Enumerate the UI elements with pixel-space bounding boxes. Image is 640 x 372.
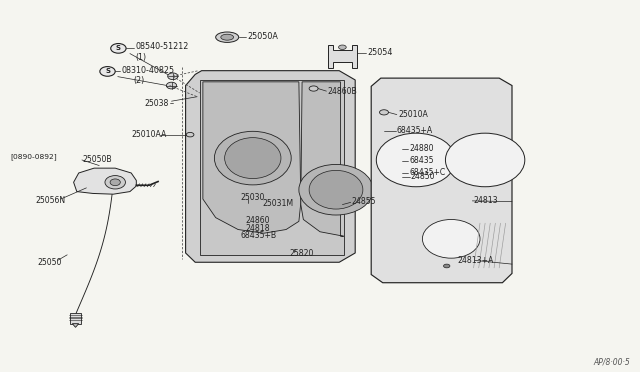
Text: 08310-40825: 08310-40825 xyxy=(122,66,175,75)
Text: S: S xyxy=(105,68,110,74)
Polygon shape xyxy=(203,82,301,233)
Text: 25030: 25030 xyxy=(241,193,265,202)
Text: AP/8·00·5: AP/8·00·5 xyxy=(594,357,630,366)
Ellipse shape xyxy=(380,110,388,115)
Ellipse shape xyxy=(110,179,120,186)
Ellipse shape xyxy=(214,131,291,185)
Ellipse shape xyxy=(100,67,115,76)
Ellipse shape xyxy=(444,264,450,268)
Text: (2): (2) xyxy=(133,76,145,85)
Text: 24860: 24860 xyxy=(245,217,269,225)
Text: 25038: 25038 xyxy=(144,99,168,108)
Text: 24813+A: 24813+A xyxy=(457,256,493,264)
Bar xyxy=(384,174,402,180)
Ellipse shape xyxy=(309,86,318,91)
Text: 68435+C: 68435+C xyxy=(410,168,446,177)
Text: 25050B: 25050B xyxy=(82,155,111,164)
Ellipse shape xyxy=(186,132,194,137)
Bar xyxy=(287,237,302,249)
Text: 08540-51212: 08540-51212 xyxy=(136,42,189,51)
Bar xyxy=(299,82,326,87)
Text: 25820: 25820 xyxy=(289,249,314,258)
Ellipse shape xyxy=(299,164,373,215)
Text: 25050A: 25050A xyxy=(248,32,278,41)
Polygon shape xyxy=(74,168,136,194)
Ellipse shape xyxy=(168,73,178,80)
Text: 25056N: 25056N xyxy=(35,196,65,205)
Text: [0890-0892]: [0890-0892] xyxy=(10,154,57,160)
Bar xyxy=(384,170,402,176)
Text: S: S xyxy=(116,45,121,51)
Polygon shape xyxy=(72,324,79,327)
Text: 25010A: 25010A xyxy=(398,110,428,119)
Bar xyxy=(384,158,402,164)
Text: 25010AA: 25010AA xyxy=(131,130,166,139)
Polygon shape xyxy=(371,78,512,283)
Text: 24880: 24880 xyxy=(410,144,434,153)
Bar xyxy=(384,146,402,152)
Bar xyxy=(299,88,326,93)
Ellipse shape xyxy=(376,133,456,187)
Text: 25054: 25054 xyxy=(367,48,393,57)
Text: 68435: 68435 xyxy=(410,156,434,165)
Polygon shape xyxy=(200,80,344,255)
Ellipse shape xyxy=(166,82,177,89)
Polygon shape xyxy=(70,313,81,324)
Ellipse shape xyxy=(422,219,480,258)
Text: 24855: 24855 xyxy=(351,198,376,206)
Text: 24850: 24850 xyxy=(411,172,435,181)
Text: 68435+B: 68435+B xyxy=(241,231,276,240)
Text: 25031M: 25031M xyxy=(262,199,294,208)
Ellipse shape xyxy=(309,170,363,209)
Bar xyxy=(301,245,321,253)
Text: 25050: 25050 xyxy=(37,258,61,267)
Text: 24813: 24813 xyxy=(474,196,498,205)
Text: 24860B: 24860B xyxy=(328,87,357,96)
Ellipse shape xyxy=(111,44,126,53)
Ellipse shape xyxy=(225,138,281,179)
Text: 24818: 24818 xyxy=(245,224,269,233)
Ellipse shape xyxy=(105,176,125,189)
Polygon shape xyxy=(328,45,357,68)
Polygon shape xyxy=(301,82,344,236)
Ellipse shape xyxy=(216,32,239,42)
Ellipse shape xyxy=(339,45,346,49)
Polygon shape xyxy=(186,71,355,262)
Ellipse shape xyxy=(445,133,525,187)
Text: (1): (1) xyxy=(136,53,147,62)
Ellipse shape xyxy=(221,34,234,40)
Text: 68435+A: 68435+A xyxy=(397,126,433,135)
